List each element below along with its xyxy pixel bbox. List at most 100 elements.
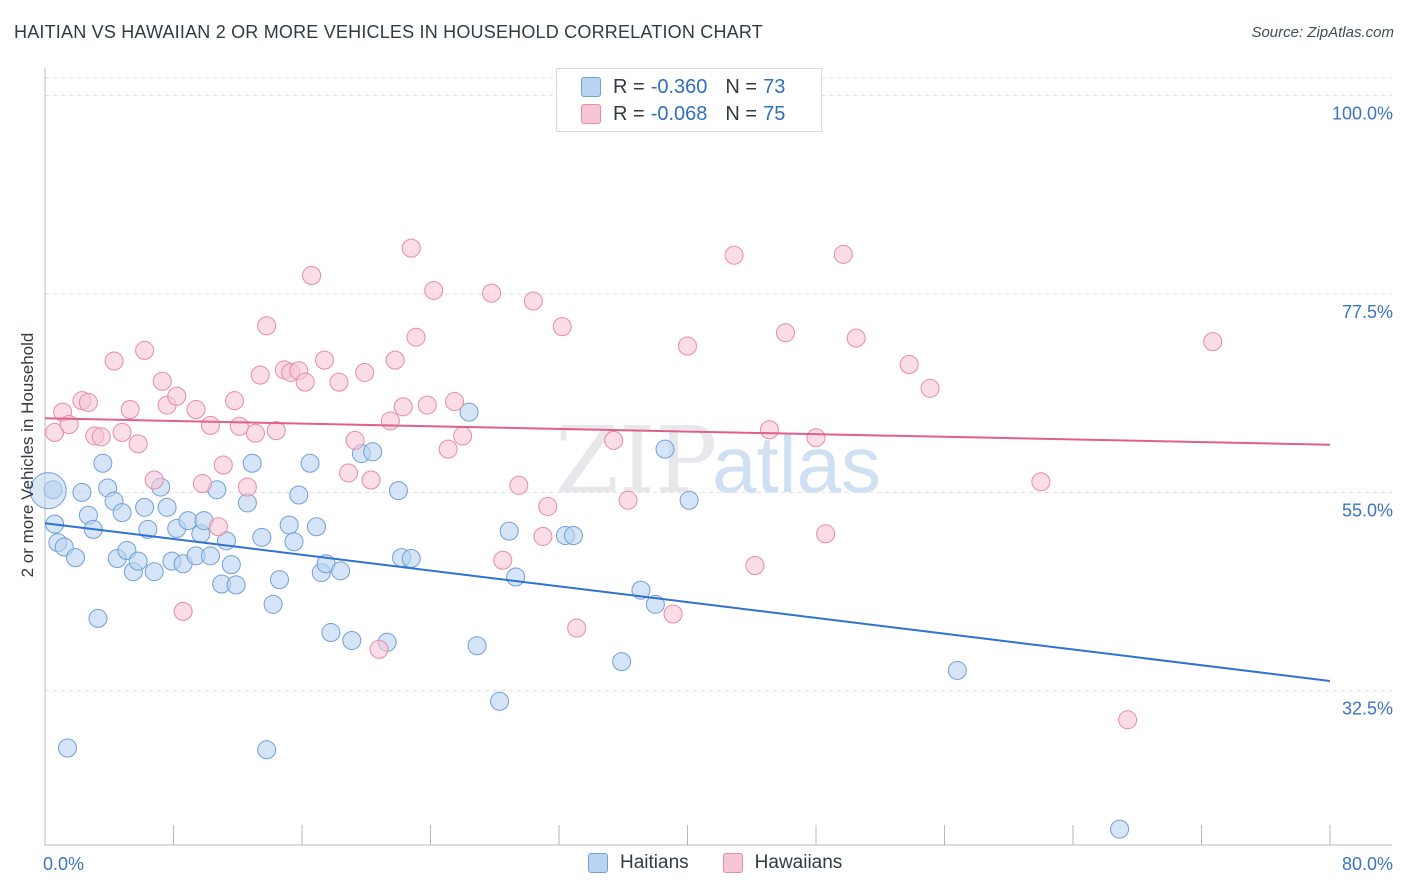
- hawaiian-point: [229, 416, 249, 436]
- legend-n-value-hawaiians: 75: [763, 102, 786, 125]
- haitian-point: [66, 548, 86, 568]
- haitian-point: [284, 532, 304, 552]
- series-label-hawaiians: Hawaiians: [754, 852, 843, 873]
- hawaiian-point: [482, 283, 502, 303]
- hawaiian-point: [1031, 472, 1051, 492]
- hawaiian-point: [266, 421, 286, 441]
- hawaiian-point: [533, 526, 553, 546]
- hawaiian-point: [295, 372, 315, 392]
- hawaiian-point: [523, 291, 543, 311]
- hawaiian-point: [355, 362, 375, 382]
- hawaiian-point: [745, 556, 765, 576]
- trend-lines: [44, 417, 1331, 683]
- hawaiian-point: [314, 350, 334, 370]
- legend-n-value-haitians: 73: [763, 75, 786, 98]
- haitian-point: [29, 472, 67, 510]
- stats-legend: R = -0.360 N = 73 R = -0.068 N = 75: [556, 68, 822, 132]
- y-tick-label: 77.5%: [1342, 302, 1393, 322]
- hawaiian-point: [152, 371, 172, 391]
- hawaiian-point: [380, 411, 400, 431]
- hawaiian-point: [424, 280, 444, 300]
- y-axis-title: 2 or more Vehicles in Household: [18, 332, 37, 578]
- y-tick-label: 100.0%: [1332, 104, 1393, 124]
- hawaiian-point: [302, 265, 322, 285]
- haitian-point: [563, 526, 583, 546]
- series-label-haitians: Haitians: [620, 852, 689, 873]
- haitian-point: [321, 623, 341, 643]
- legend-r-label: R =: [613, 102, 645, 125]
- hawaiian-point: [899, 355, 919, 375]
- haitian-point: [221, 555, 241, 575]
- legend-row-haitians: R = -0.360 N = 73: [581, 75, 785, 99]
- haitian-point: [72, 482, 92, 502]
- legend-n-label: N =: [725, 75, 758, 98]
- hawaiian-point: [225, 391, 245, 411]
- legend-swatch-haitians: [581, 77, 601, 97]
- haitian-point: [300, 453, 320, 473]
- haitian-point: [178, 511, 198, 531]
- haitian-point: [612, 652, 632, 672]
- haitian-point: [490, 691, 510, 711]
- x-tick-label: 80.0%: [1342, 854, 1393, 874]
- hawaiian-point: [104, 351, 124, 371]
- hawaiian-point: [663, 604, 683, 624]
- haitian-point: [257, 740, 277, 760]
- hawaiian-point: [833, 244, 853, 264]
- haitian-point: [645, 594, 665, 614]
- hawaiian-point: [1203, 332, 1223, 352]
- haitian-point: [306, 517, 326, 537]
- hawaiian-point: [173, 601, 193, 621]
- haitian-point: [655, 439, 675, 459]
- haitian-point: [679, 490, 699, 510]
- y-tick-label: 55.0%: [1342, 500, 1393, 520]
- axes: [44, 68, 1392, 846]
- hawaiian-point: [552, 317, 572, 337]
- haitian-point: [112, 503, 132, 523]
- hawaiian-point: [192, 474, 212, 494]
- haitian-point: [467, 636, 487, 656]
- hawaiian-point: [385, 350, 405, 370]
- hawaiian-point: [567, 618, 587, 638]
- grid-lines: [45, 77, 1392, 692]
- hawaiian-point: [144, 470, 164, 490]
- hawaiian-point: [167, 386, 187, 406]
- hawaiians-points: [45, 238, 1223, 730]
- hawaiian-point: [493, 550, 513, 570]
- series-legend-hawaiians[interactable]: Hawaiians: [722, 852, 843, 874]
- hawaiian-point: [112, 422, 132, 442]
- series-legend: Haitians Hawaiians: [588, 852, 876, 874]
- haitian-point: [135, 497, 155, 517]
- hawaiian-point: [135, 340, 155, 360]
- hawaiian-point: [120, 399, 140, 419]
- hawaiian-point: [369, 639, 389, 659]
- haitian-point: [128, 551, 148, 571]
- haitian-point: [631, 580, 651, 600]
- haitian-point: [57, 738, 77, 758]
- source-label: Source: ZipAtlas.com: [1251, 24, 1394, 41]
- haitian-point: [270, 570, 290, 590]
- hawaiian-point: [806, 428, 826, 448]
- haitian-point: [88, 608, 108, 628]
- legend-r-label: R =: [613, 75, 645, 98]
- hawaiian-point: [724, 245, 744, 265]
- legend-n-label: N =: [725, 102, 758, 125]
- hawaiian-point: [618, 490, 638, 510]
- hawaiian-point: [509, 475, 529, 495]
- haitian-point: [144, 562, 164, 582]
- haitian-point: [499, 521, 519, 541]
- hawaiian-point: [213, 455, 233, 475]
- haitian-point: [242, 453, 262, 473]
- haitian-point: [226, 575, 246, 595]
- haitian-point: [388, 481, 408, 501]
- haitian-point: [263, 594, 283, 614]
- hawaiian-point: [339, 463, 359, 483]
- hawaiian-point: [91, 427, 111, 447]
- hawaiian-point: [538, 496, 558, 516]
- hawaiian-point: [678, 336, 697, 356]
- hawaiian-point: [345, 430, 365, 450]
- haitian-point: [138, 519, 158, 539]
- legend-row-hawaiians: R = -0.068 N = 75: [581, 102, 785, 126]
- series-legend-haitians[interactable]: Haitians: [588, 852, 689, 874]
- hawaiian-point: [453, 426, 473, 446]
- watermark: ZIP atlas: [555, 407, 881, 514]
